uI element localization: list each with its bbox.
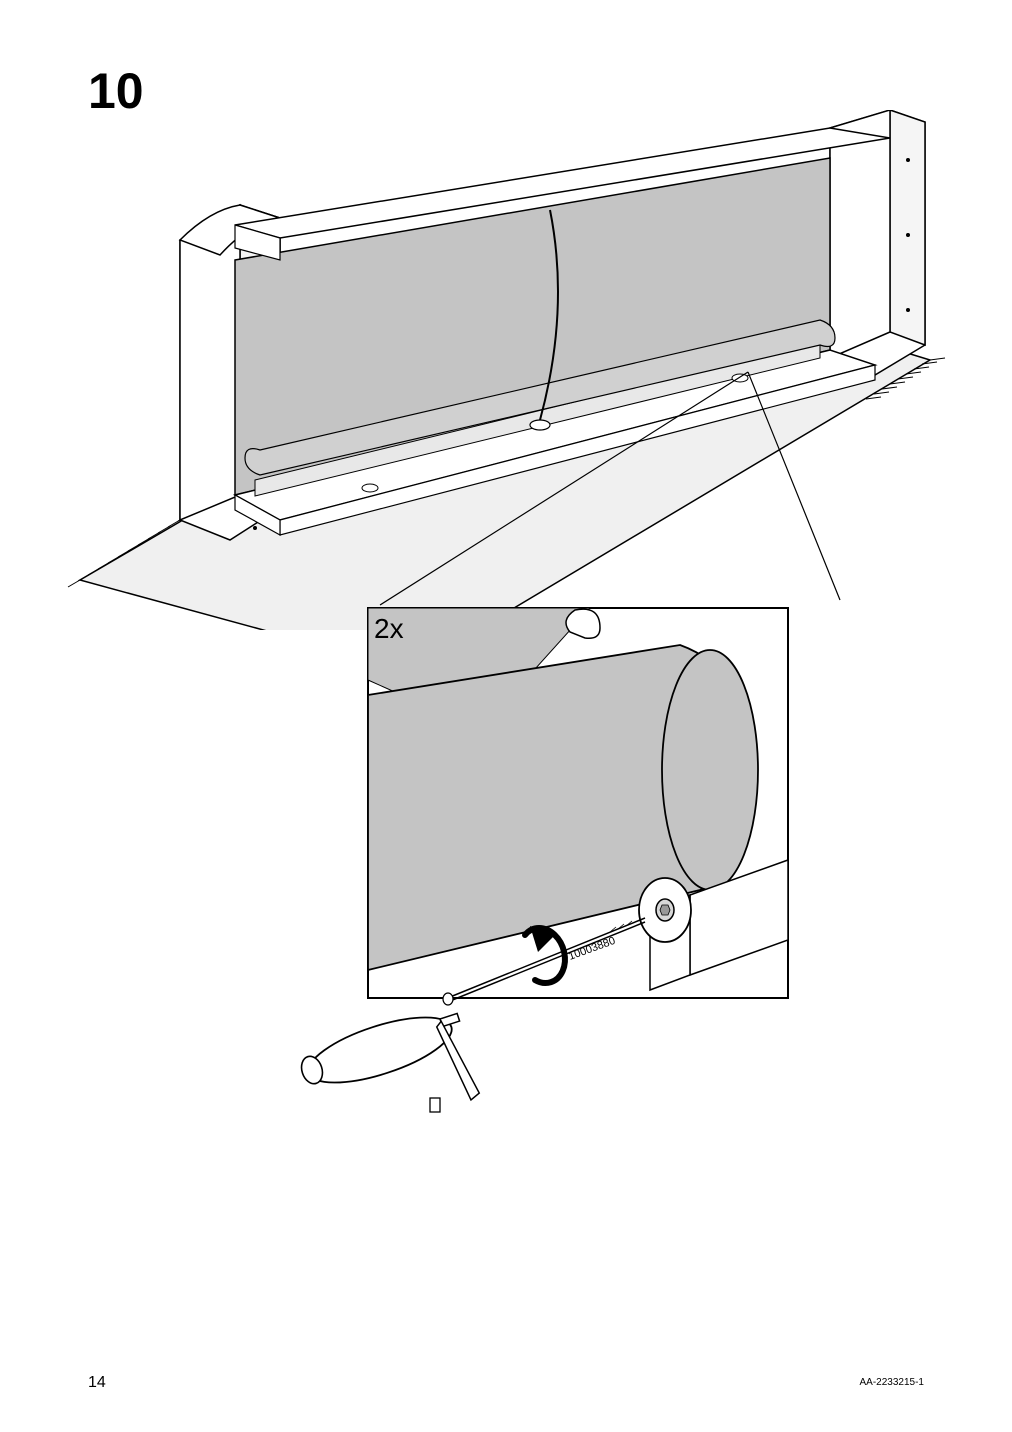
page-container: 10 xyxy=(0,0,1012,1432)
detail-diagram: 10003880 xyxy=(300,600,850,1130)
page-number: 14 xyxy=(88,1374,106,1392)
document-id: AA-2233215-1 xyxy=(860,1377,925,1388)
main-diagram xyxy=(60,110,952,630)
quantity-label: 2x xyxy=(374,613,404,645)
screwdriver-icon xyxy=(300,1004,480,1112)
bracket xyxy=(639,878,691,942)
